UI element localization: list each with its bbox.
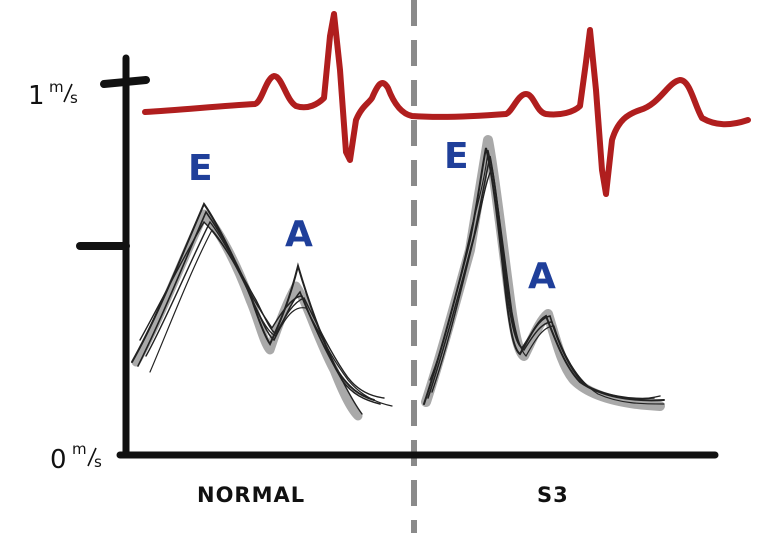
s3-e-label: E (444, 136, 469, 177)
y-bottom-value: 0 (50, 445, 67, 475)
y-label-top: 1 m s (28, 78, 78, 111)
y-top-unit-s: s (70, 89, 78, 107)
axes (76, 54, 719, 459)
normal-velocity-profile (131, 201, 393, 421)
y-top-value: 1 (28, 81, 45, 111)
y-bottom-unit-s: s (94, 453, 102, 471)
s3-a-label: A (528, 256, 556, 297)
s3-velocity-profile (421, 135, 665, 411)
normal-a-label: A (285, 214, 313, 255)
y-bottom-unit-m: m (72, 440, 87, 458)
y-tick-top (100, 76, 150, 88)
normal-section-label: NORMAL (197, 483, 305, 507)
ecg-trace (142, 11, 751, 197)
y-label-bottom: 0 m s (50, 440, 102, 475)
s3-section-label: S3 (537, 483, 569, 507)
normal-e-label: E (188, 148, 213, 189)
y-top-unit-m: m (49, 78, 64, 96)
